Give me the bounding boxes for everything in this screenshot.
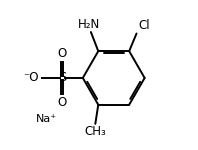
Text: O: O: [58, 46, 67, 60]
Text: H₂N: H₂N: [78, 18, 101, 31]
Text: S: S: [58, 71, 66, 84]
Text: Cl: Cl: [138, 19, 150, 32]
Text: O: O: [58, 96, 67, 109]
Text: Na⁺: Na⁺: [36, 114, 57, 124]
Text: ⁻O: ⁻O: [23, 71, 39, 84]
Text: CH₃: CH₃: [84, 125, 106, 138]
